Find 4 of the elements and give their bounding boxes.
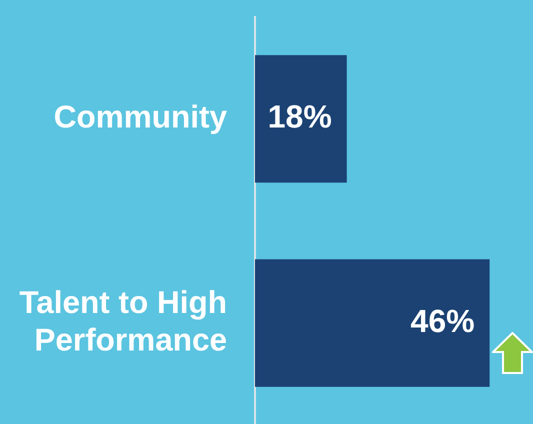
y-tick-label: Talent to High Performance	[19, 284, 227, 358]
data-label: 46%	[410, 302, 475, 339]
y-tick-label: Community	[54, 98, 228, 135]
data-label: 18%	[268, 98, 332, 135]
